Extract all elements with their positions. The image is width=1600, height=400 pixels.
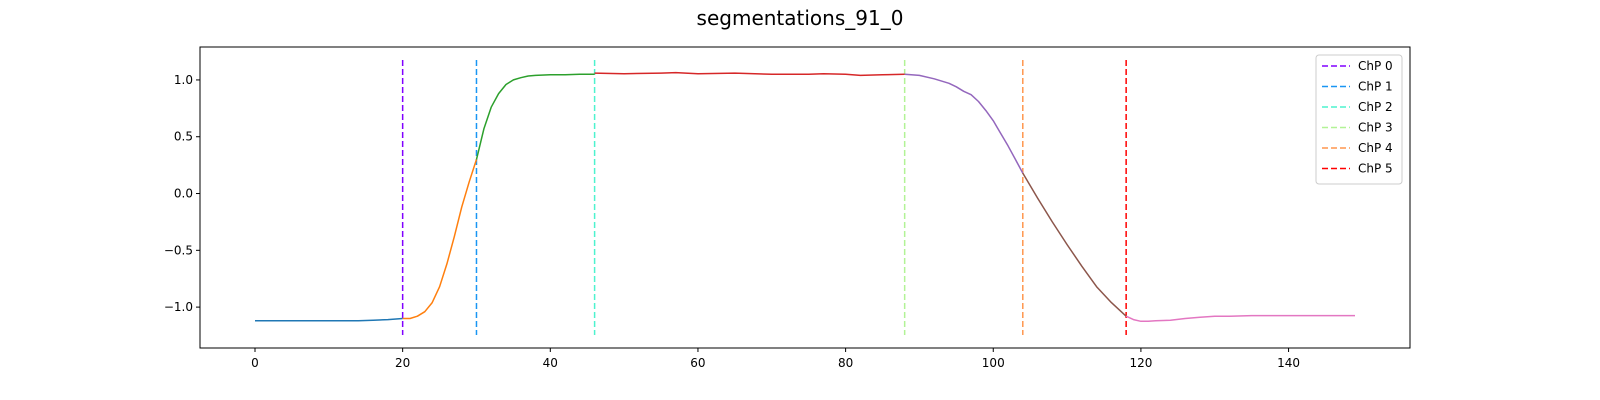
changepoint-layer	[401, 60, 1127, 335]
series-segment-line	[475, 73, 595, 160]
y-tick-label: 0.5	[174, 130, 193, 144]
x-tick-label: 0	[251, 356, 259, 370]
x-tick-label: 20	[395, 356, 410, 370]
y-tick-label: −1.0	[164, 300, 193, 314]
axes-frame	[199, 46, 1411, 349]
series-segment-line	[594, 71, 905, 77]
y-tick-label: −0.5	[164, 243, 193, 257]
legend: ChP 0 ChP 1 ChP 2 ChP 3 ChP 4 ChP 5	[1315, 54, 1403, 185]
series-segment-line	[402, 159, 478, 320]
legend-label: ChP 1	[1358, 80, 1393, 94]
tick-layer: 0 20 40 60 80 100 120 140 −1.0 −0.5 0.0 0.5 1.0	[164, 73, 1300, 370]
x-tick-label: 40	[543, 356, 558, 370]
series-segment-line	[904, 73, 1024, 174]
y-tick-label: 1.0	[174, 73, 193, 87]
legend-label: ChP 2	[1358, 100, 1393, 114]
legend-label: ChP 5	[1358, 162, 1393, 176]
x-tick-label: 120	[1129, 356, 1152, 370]
chart-title: segmentations_91_0	[696, 6, 904, 30]
legend-label: ChP 0	[1358, 59, 1393, 73]
legend-label: ChP 4	[1358, 141, 1393, 155]
series-layer	[255, 71, 1355, 323]
x-tick-label: 140	[1277, 356, 1300, 370]
legend-box	[1315, 54, 1403, 185]
x-tick-label: 100	[982, 356, 1005, 370]
x-tick-label: 60	[690, 356, 705, 370]
y-tick-label: 0.0	[174, 187, 193, 201]
series-segment-line	[1125, 314, 1355, 323]
x-tick-label: 80	[838, 356, 853, 370]
series-segment-line	[1022, 172, 1127, 317]
legend-label: ChP 3	[1358, 121, 1393, 135]
series-segment-line	[255, 317, 403, 322]
